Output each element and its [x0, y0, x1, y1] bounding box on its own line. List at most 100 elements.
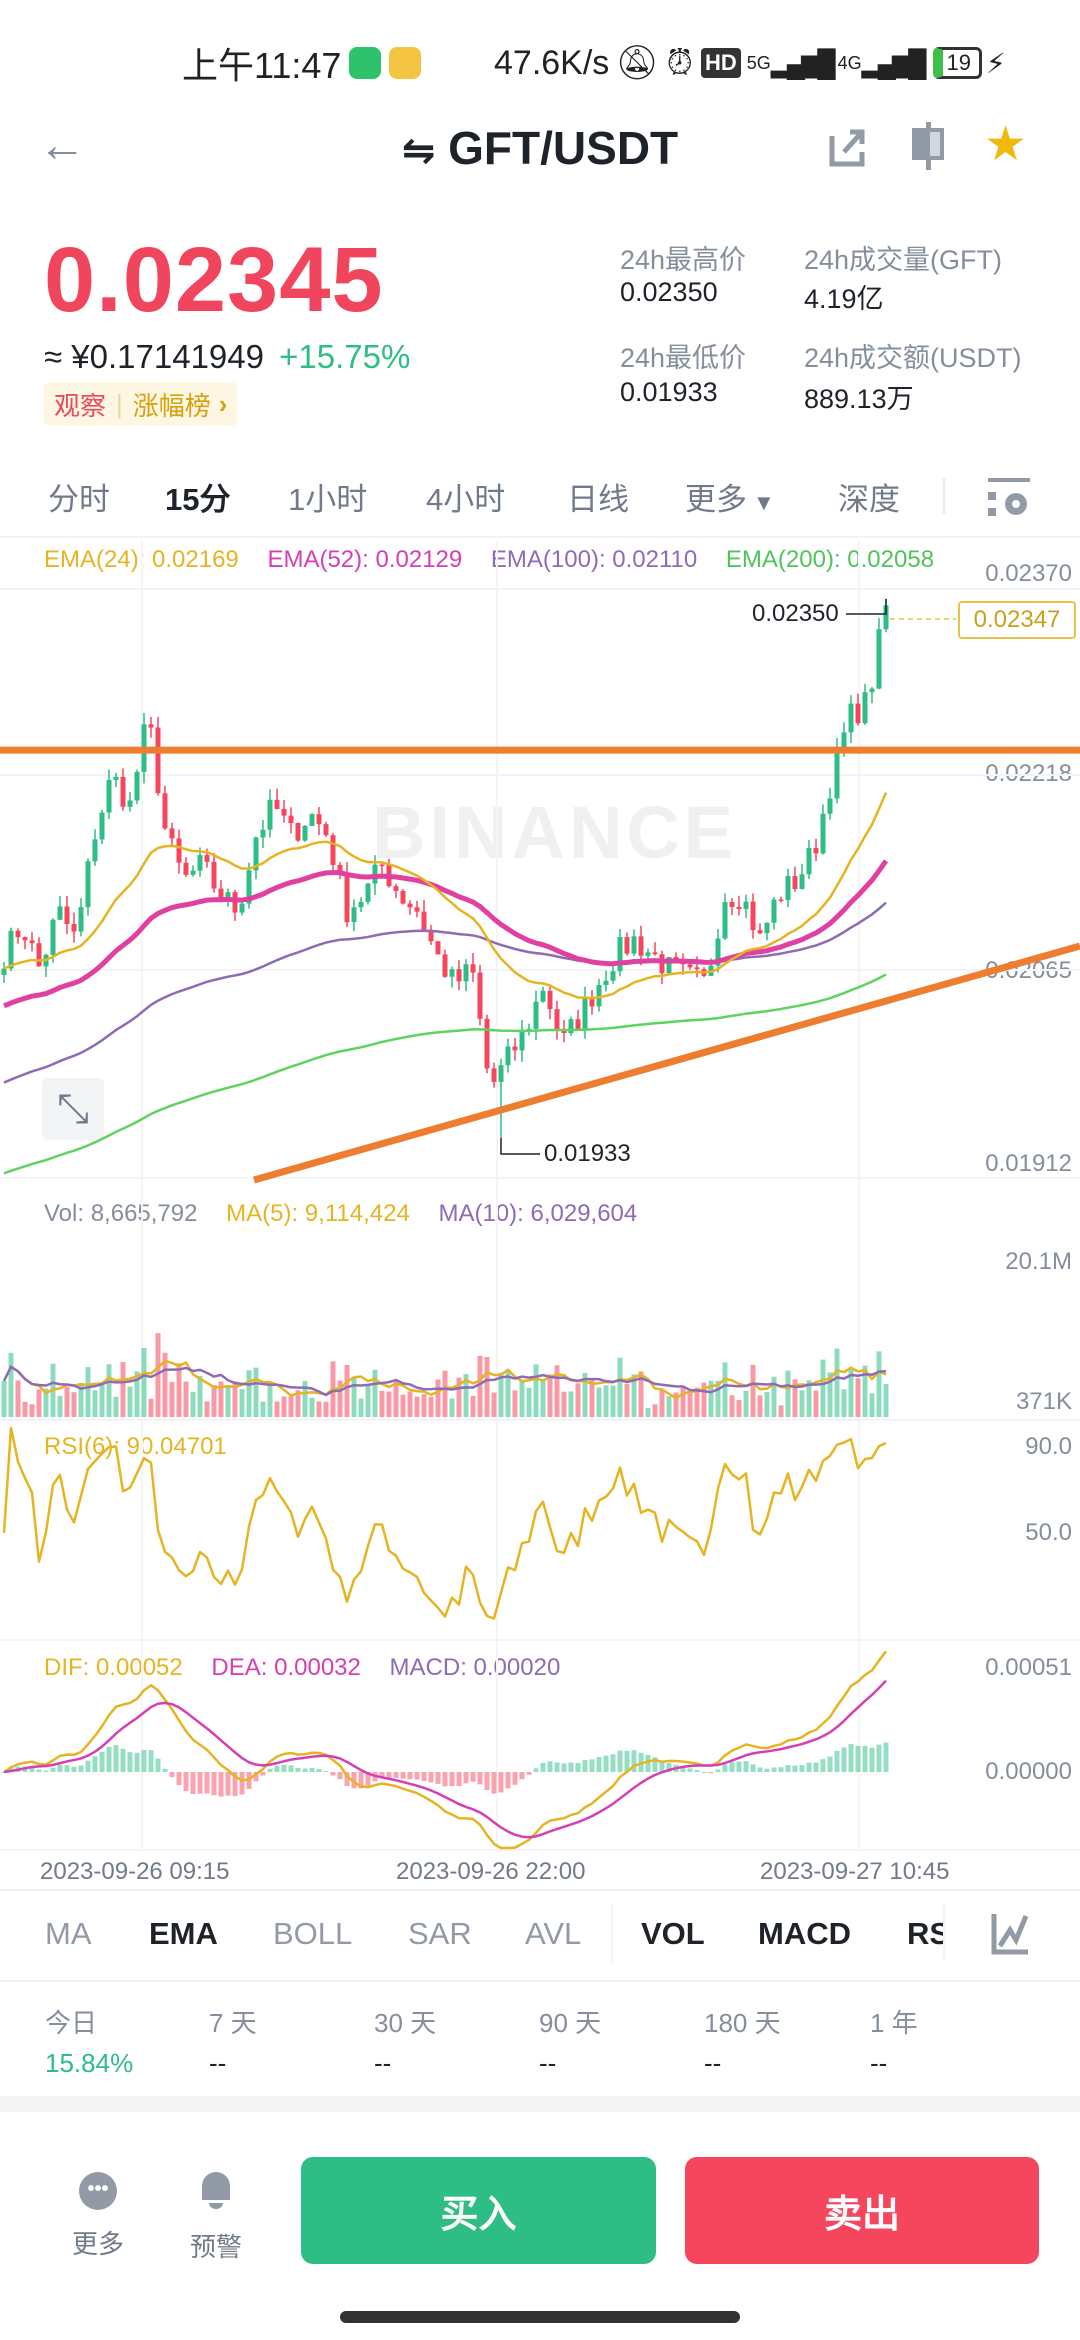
tab-15m[interactable]: 15分: [165, 482, 231, 517]
volume-bar: [148, 1398, 154, 1417]
candle-body: [827, 798, 833, 814]
candle-body: [463, 964, 469, 982]
volume-bar: [687, 1392, 693, 1417]
candle-body: [204, 855, 210, 862]
candle-body: [414, 907, 420, 912]
macd-histogram-bar: [596, 1757, 602, 1772]
macd-histogram-bar: [29, 1766, 35, 1772]
volume-bar: [806, 1380, 812, 1417]
indicator-macd[interactable]: MACD: [758, 1916, 851, 1951]
candle-body: [701, 969, 707, 976]
candle-body: [834, 747, 840, 799]
candle-body: [526, 1028, 532, 1031]
volume-bar: [407, 1391, 413, 1417]
macd-axis-label: 0.00051: [985, 1654, 1072, 1681]
indicator-ema[interactable]: EMA: [149, 1916, 218, 1951]
tab-divider: [943, 1904, 945, 1962]
candle-body: [729, 902, 735, 907]
indicator-rsi[interactable]: RSI: [907, 1916, 943, 1951]
candle-body: [232, 892, 238, 913]
candle-body: [575, 1019, 581, 1030]
indicator-sar[interactable]: SAR: [408, 1916, 472, 1951]
sell-button[interactable]: 卖出: [685, 2157, 1039, 2264]
candle-body: [218, 888, 224, 901]
tab-4h[interactable]: 4小时: [426, 482, 506, 517]
macd-histogram-bar: [302, 1768, 308, 1772]
volume-bar: [183, 1381, 189, 1417]
pair-title[interactable]: ⇋ GFT/USDT: [0, 118, 1080, 181]
tag-row[interactable]: 观察 | 涨幅榜 ›: [44, 382, 238, 426]
candle-body: [176, 838, 182, 863]
tag-gainers[interactable]: 涨幅榜: [132, 390, 211, 421]
macd-histogram-bar: [288, 1765, 294, 1772]
volume-bar: [841, 1389, 847, 1417]
tab-depth[interactable]: 深度: [838, 482, 900, 517]
volume-bar: [29, 1404, 35, 1417]
volume-bar: [673, 1392, 679, 1417]
macd-axis-label: 0.00000: [985, 1758, 1072, 1785]
candle-body: [596, 985, 602, 1007]
tag-watch[interactable]: 观察: [54, 390, 107, 421]
macd-histogram-bar: [218, 1772, 224, 1797]
stat-value: 4.19亿: [804, 284, 884, 314]
volume-bar: [757, 1395, 763, 1417]
indicator-ma[interactable]: MA: [45, 1916, 92, 1951]
candle-body: [855, 703, 861, 724]
tab-time-sharing[interactable]: 分时: [48, 482, 110, 517]
volume-bar: [484, 1356, 490, 1417]
volume-bar: [505, 1371, 511, 1417]
more-button[interactable]: ••• 更多: [62, 2172, 134, 2261]
macd-histogram-bar: [232, 1772, 238, 1797]
macd-histogram-bar: [540, 1762, 546, 1772]
indicator-avl[interactable]: AVL: [525, 1916, 582, 1951]
fullscreen-button[interactable]: ⤡: [42, 1078, 104, 1140]
pair-name: GFT/USDT: [448, 122, 679, 174]
indicator-vol[interactable]: VOL: [641, 1916, 705, 1951]
tab-1d[interactable]: 日线: [567, 482, 629, 517]
macd-histogram-bar: [764, 1768, 770, 1772]
candle-body: [106, 779, 112, 813]
volume-bar: [491, 1392, 497, 1417]
candle-body: [302, 825, 308, 841]
candle-body: [99, 812, 105, 840]
macd-histogram-bar: [162, 1768, 168, 1772]
back-button[interactable]: ←: [38, 119, 86, 172]
macd-histogram-bar: [78, 1765, 84, 1772]
tab-more[interactable]: 更多 ▼: [685, 474, 775, 519]
candle-body: [155, 727, 161, 794]
battery-icon: 19: [932, 47, 982, 79]
layout-icon[interactable]: [908, 122, 948, 170]
macd-histogram-bar: [771, 1767, 777, 1772]
volume-bar: [379, 1390, 385, 1417]
macd-histogram-bar: [435, 1772, 441, 1784]
star-icon[interactable]: ★: [984, 118, 1028, 171]
share-icon[interactable]: [828, 126, 868, 168]
stat-label: 24h成交量(GFT): [804, 245, 1003, 275]
indicator-boll[interactable]: BOLL: [273, 1916, 353, 1951]
volume-bar: [638, 1371, 644, 1417]
candle-body: [540, 990, 546, 1002]
alert-button[interactable]: 预警: [180, 2170, 252, 2264]
macd-histogram-bar: [603, 1755, 609, 1772]
volume-bar: [36, 1389, 42, 1417]
macd-histogram-bar: [309, 1767, 315, 1772]
low-price-mark: 0.01933: [544, 1140, 631, 1167]
candle-body: [316, 814, 322, 825]
macd-histogram-bar: [1, 1772, 7, 1773]
volume-bar: [610, 1385, 616, 1417]
volume-bar: [456, 1377, 462, 1417]
ascending-trendline: [253, 942, 1080, 1184]
candle-body: [15, 930, 21, 938]
alarm-icon: ⏰︎: [666, 43, 694, 82]
caret-down-icon: ▼: [753, 490, 775, 515]
macd-histogram-bar: [561, 1763, 567, 1772]
home-indicator[interactable]: [340, 2311, 740, 2323]
macd-histogram-bar: [71, 1766, 77, 1772]
tab-1h[interactable]: 1小时: [288, 482, 368, 517]
indicator-settings-icon[interactable]: [990, 1912, 1030, 1956]
volume-bar: [582, 1373, 588, 1417]
buy-button[interactable]: 买入: [301, 2157, 656, 2264]
chart-settings-icon[interactable]: [988, 476, 1030, 518]
divider: [0, 536, 1080, 538]
volume-bar: [316, 1401, 322, 1417]
